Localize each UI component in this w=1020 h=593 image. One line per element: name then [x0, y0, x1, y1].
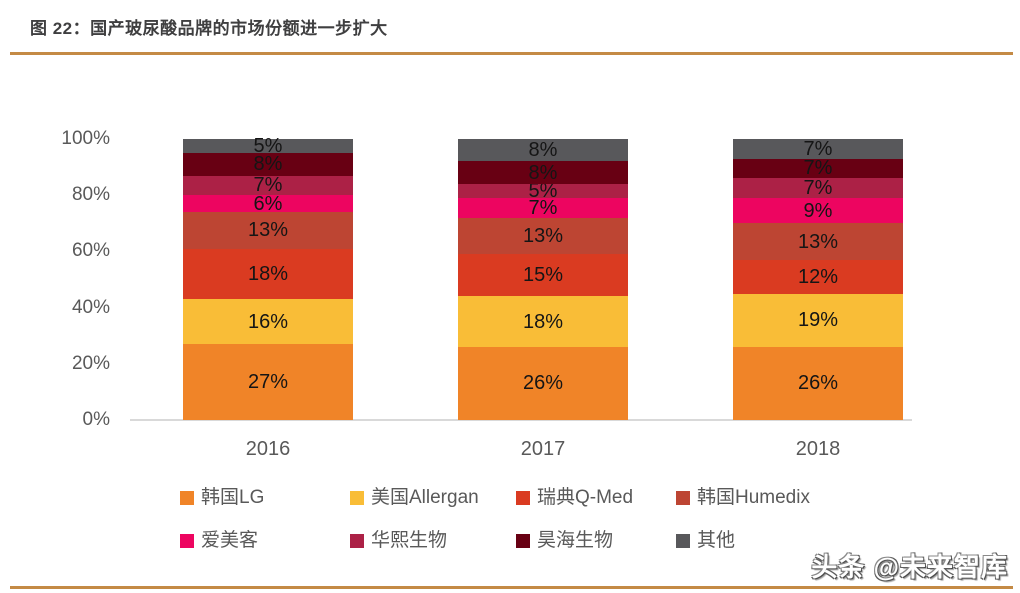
- legend-label: 美国Allergan: [371, 487, 479, 508]
- legend-label: 昊海生物: [537, 530, 614, 551]
- legend-swatch: [516, 491, 530, 505]
- legend-swatch: [350, 534, 364, 548]
- bar-segment: 6%: [183, 192, 353, 215]
- segment-label: 7%: [803, 177, 833, 200]
- bar-segment: 8%: [458, 139, 628, 162]
- legend-item: 美国Allergan: [350, 482, 479, 508]
- segment-label: 18%: [247, 262, 289, 285]
- bar-segment: 12%: [733, 259, 903, 294]
- bar-segment: 5%: [458, 179, 628, 202]
- bar-segment: 16%: [183, 299, 353, 345]
- bar-segment: 27%: [183, 344, 353, 420]
- title-underline: [10, 52, 1013, 55]
- legend-label: 其他: [697, 530, 736, 551]
- segment-label: 9%: [803, 199, 833, 222]
- bar-segment: 5%: [183, 135, 353, 158]
- legend-item: 爱美客: [180, 525, 258, 551]
- bar-segment: 8%: [458, 161, 628, 184]
- segment-label: 26%: [522, 372, 564, 395]
- segment-label: 5%: [253, 135, 283, 158]
- segment-label: 7%: [528, 196, 558, 219]
- y-axis-tick: 40%: [71, 296, 110, 318]
- legend-swatch: [676, 491, 690, 505]
- segment-label: 18%: [522, 310, 564, 333]
- legend-swatch: [516, 534, 530, 548]
- segment-label: 13%: [797, 230, 839, 253]
- bar-segment: 18%: [183, 248, 353, 300]
- segment-label: 7%: [803, 137, 833, 160]
- x-axis-label: 2016: [245, 438, 291, 460]
- segment-label: 27%: [247, 371, 289, 394]
- segment-label: 7%: [803, 157, 833, 180]
- legend-item: 昊海生物: [516, 525, 613, 551]
- bar-segment: 7%: [183, 174, 353, 197]
- bar-segment: 13%: [183, 212, 353, 249]
- legend-label: 华熙生物: [371, 530, 448, 551]
- segment-label: 19%: [797, 309, 839, 332]
- bar-segment: 7%: [733, 157, 903, 180]
- segment-label: 15%: [522, 264, 564, 287]
- x-axis-line: [130, 419, 912, 421]
- legend-swatch: [180, 534, 194, 548]
- segment-label: 8%: [253, 153, 283, 176]
- bar-segment: 7%: [733, 139, 903, 159]
- segment-label: 12%: [797, 265, 839, 288]
- y-axis-tick: 100%: [61, 128, 110, 149]
- segment-label: 8%: [528, 161, 558, 184]
- bar-segment: 19%: [733, 293, 903, 347]
- bar-segment: 8%: [183, 153, 353, 176]
- legend-item: 华熙生物: [350, 525, 447, 551]
- bar-segment: 15%: [458, 254, 628, 297]
- bar-segment: 9%: [733, 198, 903, 224]
- legend-swatch: [180, 491, 194, 505]
- x-axis-label: 2017: [520, 438, 566, 460]
- bar-segment: 26%: [733, 346, 903, 420]
- bottom-rule: [10, 586, 1013, 589]
- legend-label: 韩国Humedix: [697, 487, 810, 508]
- legend-label: 瑞典Q-Med: [537, 487, 634, 508]
- legend-item: 韩国Humedix: [676, 482, 810, 508]
- bar-segment: 7%: [458, 198, 628, 218]
- figure-title: 图 22：国产玻尿酸品牌的市场份额进一步扩大: [30, 19, 388, 38]
- bar-segment: 7%: [733, 178, 903, 198]
- y-axis-tick: 20%: [71, 352, 110, 374]
- y-axis-tick: 60%: [71, 240, 110, 262]
- legend-swatch: [350, 491, 364, 505]
- bar-segment: 26%: [458, 346, 628, 420]
- watermark: 头条 @未来智库: [811, 552, 1008, 582]
- x-axis-label: 2018: [795, 438, 841, 460]
- legend-swatch: [676, 534, 690, 548]
- segment-label: 5%: [528, 179, 558, 202]
- bar-segment: 13%: [733, 223, 903, 260]
- bar-segment: 18%: [458, 296, 628, 347]
- segment-label: 13%: [522, 224, 564, 247]
- legend-label: 韩国LG: [201, 487, 265, 508]
- y-axis-tick: 80%: [71, 184, 110, 206]
- segment-label: 26%: [797, 372, 839, 395]
- segment-label: 7%: [253, 174, 283, 197]
- legend-item: 瑞典Q-Med: [516, 482, 633, 508]
- segment-label: 13%: [247, 219, 289, 242]
- segment-label: 6%: [253, 192, 283, 215]
- legend-item: 其他: [676, 525, 735, 551]
- segment-label: 16%: [247, 310, 289, 333]
- legend-label: 爱美客: [201, 530, 259, 551]
- segment-label: 8%: [528, 139, 558, 162]
- bar-segment: 13%: [458, 217, 628, 255]
- y-axis-tick: 0%: [82, 409, 110, 430]
- legend-item: 韩国LG: [180, 482, 264, 508]
